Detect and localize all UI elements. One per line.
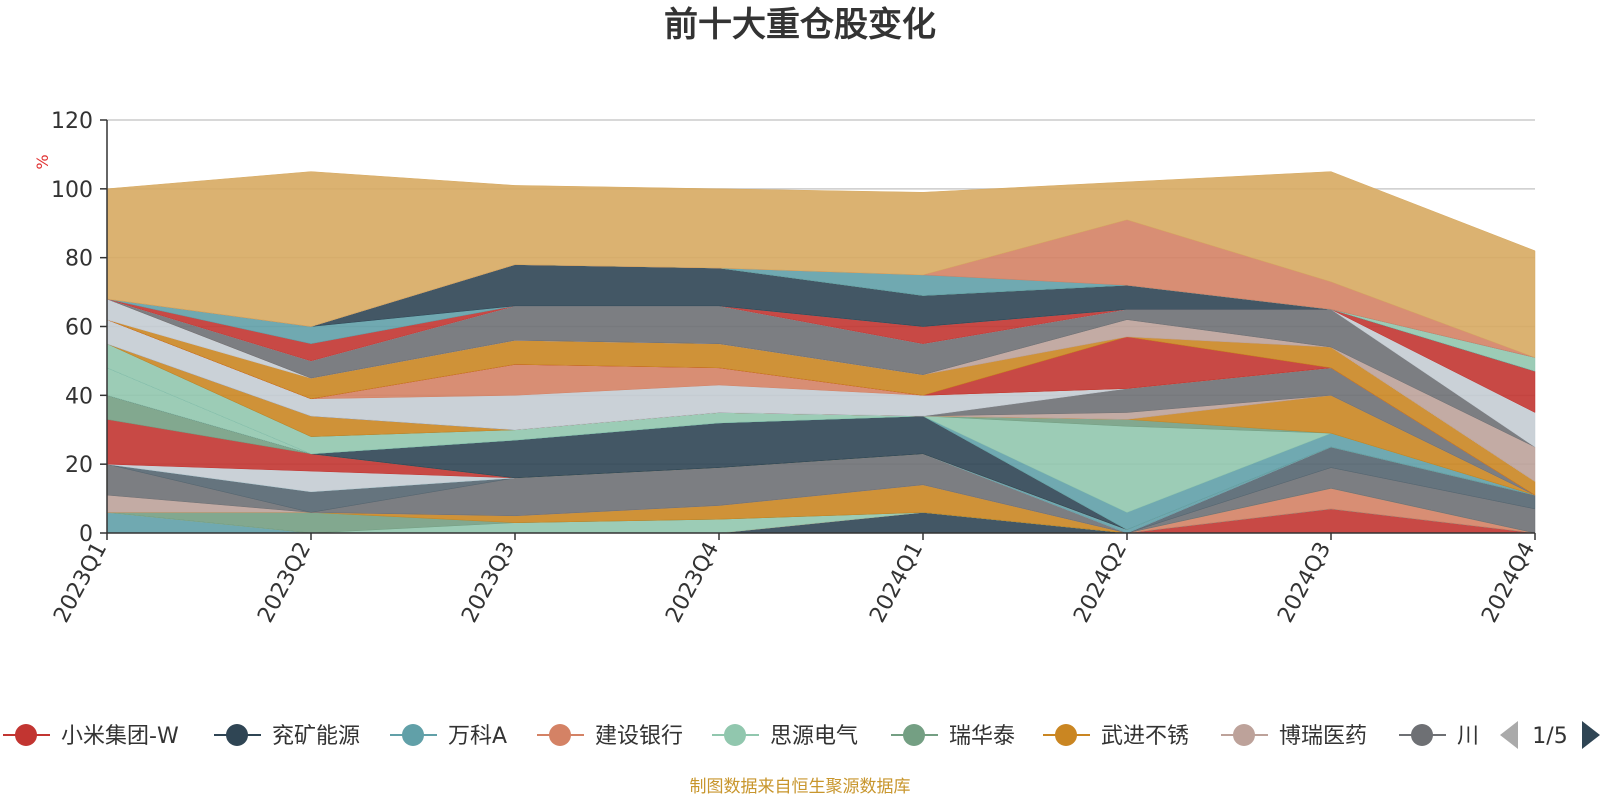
y-tick-label: 80: [65, 247, 93, 272]
legend-prev-icon[interactable]: [1500, 721, 1518, 749]
legend-label: 小米集团-W: [61, 724, 179, 749]
x-tick-label: 2024Q3: [1273, 538, 1336, 627]
x-tick-label: 2024Q4: [1477, 538, 1540, 627]
legend-label: 思源电气: [770, 724, 858, 749]
legend-label: 川: [1457, 724, 1479, 749]
x-tick-label: 2023Q3: [457, 538, 520, 627]
legend-marker-icon: [724, 724, 746, 746]
legend-marker-icon: [402, 724, 424, 746]
y-tick-labels: 0 20 40 60 80 100 120: [51, 109, 93, 547]
x-tick-label: 2024Q2: [1069, 538, 1132, 627]
legend-marker-icon: [15, 724, 37, 746]
legend-marker-icon: [1233, 724, 1255, 746]
x-tick-labels: 2023Q1 2023Q2 2023Q3 2023Q4 2024Q1 2024Q2 2024…: [49, 538, 1540, 627]
legend-marker-icon: [549, 724, 571, 746]
chart-title: 前十大重仓股变化: [664, 5, 936, 45]
legend-item[interactable]: 思源电气: [712, 724, 858, 749]
legend-marker-icon: [1411, 724, 1433, 746]
legend-label: 博瑞医药: [1279, 724, 1367, 749]
legend-label: 兖矿能源: [272, 724, 360, 749]
legend-label: 瑞华泰: [949, 724, 1015, 749]
data-source-note: 制图数据来自恒生聚源数据库: [690, 777, 911, 797]
y-tick-label: 60: [65, 316, 93, 341]
legend-marker-icon: [1055, 724, 1077, 746]
area-series: [106, 171, 1536, 534]
legend-label: 武进不锈: [1101, 724, 1189, 749]
area-series-39[interactable]: [106, 171, 1536, 358]
legend: 小米集团-W 兖矿能源 万科A 建设银行 思源电气 瑞华泰 武进不锈 博瑞医药 川: [3, 724, 1479, 749]
y-tick-label: 40: [65, 384, 93, 409]
legend-item[interactable]: 万科A: [390, 724, 507, 749]
x-tick-label: 2023Q1: [49, 538, 112, 627]
y-tick-label: 100: [51, 178, 93, 203]
legend-item[interactable]: 小米集团-W: [3, 724, 179, 749]
y-tick-label: 20: [65, 453, 93, 478]
x-tick-label: 2024Q1: [865, 538, 928, 627]
legend-label: 建设银行: [595, 724, 683, 749]
legend-item[interactable]: 兖矿能源: [214, 724, 360, 749]
x-tick-label: 2023Q2: [253, 538, 316, 627]
x-tick-label: 2023Q4: [661, 538, 724, 627]
legend-pager: 1/5: [1500, 721, 1600, 749]
y-tick-label: 120: [51, 109, 93, 134]
legend-label: 万科A: [448, 724, 507, 749]
legend-marker-icon: [903, 724, 925, 746]
y-tick-label: 0: [79, 522, 93, 547]
legend-item[interactable]: 川: [1399, 724, 1479, 749]
legend-marker-icon: [226, 724, 248, 746]
y-axis-unit: %: [33, 154, 52, 169]
legend-item[interactable]: 建设银行: [537, 724, 683, 749]
legend-item[interactable]: 博瑞医药: [1221, 724, 1367, 749]
legend-next-icon[interactable]: [1582, 721, 1600, 749]
legend-item[interactable]: 武进不锈: [1043, 724, 1189, 749]
legend-item[interactable]: 瑞华泰: [891, 724, 1015, 749]
legend-page-indicator: 1/5: [1532, 724, 1567, 749]
axes: [100, 119, 1536, 540]
